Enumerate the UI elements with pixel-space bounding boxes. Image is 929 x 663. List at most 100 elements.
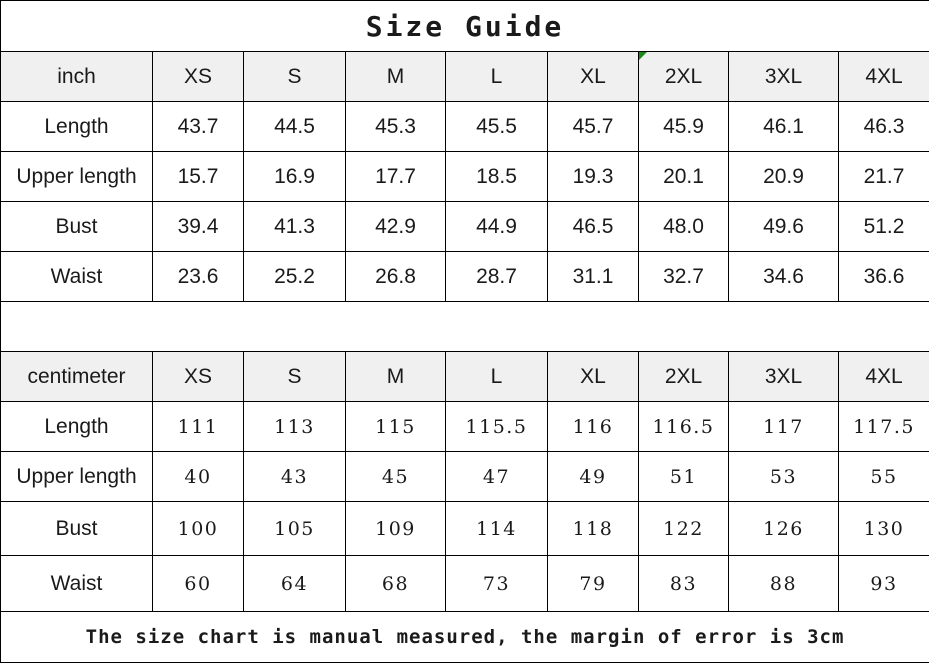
value-cell: 36.6 <box>839 252 929 302</box>
size-header-cell-3xl: 3XL <box>729 52 839 102</box>
unit-header-cell-centimeter: centimeter <box>1 352 153 402</box>
value-cell: 114 <box>446 502 548 556</box>
value-cell: 40 <box>153 452 244 502</box>
table-row-cm-length: Length 111 113 115 115.5 116 116.5 117 1… <box>1 402 929 452</box>
value-cell: 122 <box>639 502 729 556</box>
value-cell: 116.5 <box>639 402 729 452</box>
row-label-cell: Bust <box>1 502 153 556</box>
footer-row: The size chart is manual measured, the m… <box>1 612 929 663</box>
value-cell: 21.7 <box>839 152 929 202</box>
value-cell: 17.7 <box>346 152 446 202</box>
value-cell: 46.3 <box>839 102 929 152</box>
value-cell: 20.9 <box>729 152 839 202</box>
inch-header-row: inch XS S M L XL 2XL 3XL 4XL <box>1 52 929 102</box>
value-cell: 45.7 <box>548 102 639 152</box>
size-header-cell-xl: XL <box>548 352 639 402</box>
value-cell: 115.5 <box>446 402 548 452</box>
value-cell: 115 <box>346 402 446 452</box>
value-cell: 44.5 <box>244 102 346 152</box>
value-cell: 113 <box>244 402 346 452</box>
value-cell: 88 <box>729 556 839 612</box>
value-cell: 93 <box>839 556 929 612</box>
value-cell: 44.9 <box>446 202 548 252</box>
row-label-cell: Waist <box>1 556 153 612</box>
value-cell: 55 <box>839 452 929 502</box>
value-cell: 19.3 <box>548 152 639 202</box>
table-row-cm-upper-length: Upper length 40 43 45 47 49 51 53 55 <box>1 452 929 502</box>
value-cell: 25.2 <box>244 252 346 302</box>
row-label-cell: Length <box>1 102 153 152</box>
value-cell: 130 <box>839 502 929 556</box>
size-header-cell-xs: XS <box>153 352 244 402</box>
table-row-inch-length: Length 43.7 44.5 45.3 45.5 45.7 45.9 46.… <box>1 102 929 152</box>
value-cell: 48.0 <box>639 202 729 252</box>
value-cell: 26.8 <box>346 252 446 302</box>
value-cell: 49.6 <box>729 202 839 252</box>
value-cell: 118 <box>548 502 639 556</box>
table-row-cm-waist: Waist 60 64 68 73 79 83 88 93 <box>1 556 929 612</box>
value-cell: 111 <box>153 402 244 452</box>
size-header-cell-m: M <box>346 52 446 102</box>
value-cell: 45.3 <box>346 102 446 152</box>
value-cell: 68 <box>346 556 446 612</box>
size-header-cell-s: S <box>244 352 346 402</box>
value-cell: 42.9 <box>346 202 446 252</box>
value-cell: 43 <box>244 452 346 502</box>
size-header-cell-l: L <box>446 352 548 402</box>
value-cell: 126 <box>729 502 839 556</box>
title-row: Size Guide <box>1 1 929 52</box>
value-cell: 28.7 <box>446 252 548 302</box>
value-cell: 83 <box>639 556 729 612</box>
value-cell: 51 <box>639 452 729 502</box>
value-cell: 117 <box>729 402 839 452</box>
table-row-inch-bust: Bust 39.4 41.3 42.9 44.9 46.5 48.0 49.6 … <box>1 202 929 252</box>
cm-header-row: centimeter XS S M L XL 2XL 3XL 4XL <box>1 352 929 402</box>
value-cell: 16.9 <box>244 152 346 202</box>
value-cell: 23.6 <box>153 252 244 302</box>
row-label-cell: Upper length <box>1 152 153 202</box>
value-cell: 34.6 <box>729 252 839 302</box>
value-cell: 31.1 <box>548 252 639 302</box>
value-cell: 53 <box>729 452 839 502</box>
table-row-inch-upper-length: Upper length 15.7 16.9 17.7 18.5 19.3 20… <box>1 152 929 202</box>
spacer-row <box>1 302 929 352</box>
table-row-cm-bust: Bust 100 105 109 114 118 122 126 130 <box>1 502 929 556</box>
value-cell: 45 <box>346 452 446 502</box>
value-cell: 15.7 <box>153 152 244 202</box>
size-header-cell-xs: XS <box>153 52 244 102</box>
row-label-cell: Upper length <box>1 452 153 502</box>
row-label-cell: Length <box>1 402 153 452</box>
value-cell: 100 <box>153 502 244 556</box>
value-cell: 64 <box>244 556 346 612</box>
value-cell: 79 <box>548 556 639 612</box>
value-cell: 49 <box>548 452 639 502</box>
size-header-cell-s: S <box>244 52 346 102</box>
value-cell: 47 <box>446 452 548 502</box>
value-cell: 39.4 <box>153 202 244 252</box>
value-cell: 116 <box>548 402 639 452</box>
size-header-label: 2XL <box>665 65 702 88</box>
value-cell: 43.7 <box>153 102 244 152</box>
value-cell: 45.9 <box>639 102 729 152</box>
value-cell: 41.3 <box>244 202 346 252</box>
size-header-cell-xl: XL <box>548 52 639 102</box>
size-header-cell-4xl: 4XL <box>839 52 929 102</box>
footer-note: The size chart is manual measured, the m… <box>1 612 929 663</box>
value-cell: 18.5 <box>446 152 548 202</box>
table-row-inch-waist: Waist 23.6 25.2 26.8 28.7 31.1 32.7 34.6… <box>1 252 929 302</box>
size-header-cell-l: L <box>446 52 548 102</box>
value-cell: 60 <box>153 556 244 612</box>
size-header-cell-3xl: 3XL <box>729 352 839 402</box>
value-cell: 73 <box>446 556 548 612</box>
value-cell: 20.1 <box>639 152 729 202</box>
row-label-cell: Bust <box>1 202 153 252</box>
value-cell: 105 <box>244 502 346 556</box>
page-title: Size Guide <box>1 1 929 52</box>
size-header-cell-2xl: 2XL <box>639 352 729 402</box>
value-cell: 45.5 <box>446 102 548 152</box>
row-label-cell: Waist <box>1 252 153 302</box>
value-cell: 109 <box>346 502 446 556</box>
size-header-cell-m: M <box>346 352 446 402</box>
value-cell: 32.7 <box>639 252 729 302</box>
